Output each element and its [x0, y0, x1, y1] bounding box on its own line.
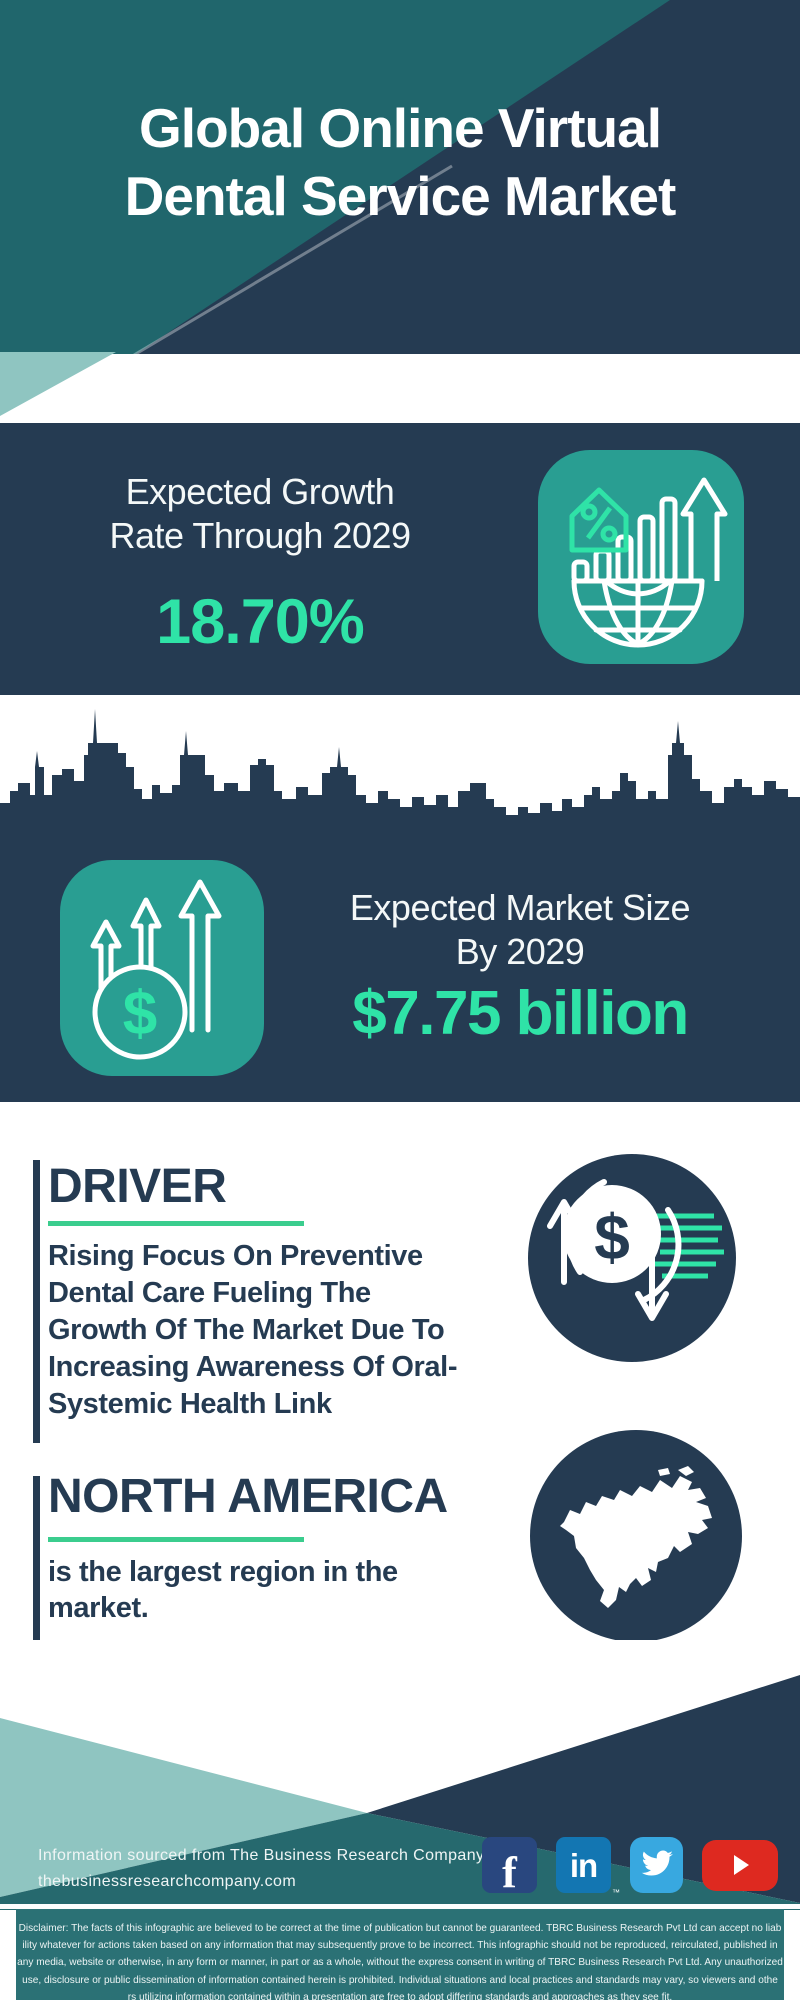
market-size-icon-tile: $: [60, 860, 264, 1076]
linkedin-tm-mark: ™: [612, 1888, 620, 1897]
driver-icon-badge: $: [528, 1154, 736, 1362]
driver-body-line: Systemic Health Link: [48, 1388, 332, 1420]
growth-rate-section: Expected Growth Rate Through 2029 18.70%: [0, 423, 800, 695]
driver-body: Rising Focus On Preventive Dental Care F…: [48, 1238, 528, 1423]
disclaimer-line: rs utilizing information contained withi…: [127, 1990, 673, 2000]
region-body-line: is the largest region in the: [48, 1556, 398, 1588]
market-heading-line2: By 2029: [455, 931, 585, 972]
driver-body-line: Rising Focus On Preventive: [48, 1240, 423, 1272]
growth-heading-line1: Expected Growth: [125, 471, 395, 512]
svg-text:$: $: [594, 1201, 630, 1273]
north-america-map-icon: [560, 1466, 712, 1608]
page-title-line1: Global Online Virtual: [139, 97, 662, 159]
youtube-play-icon: [734, 1855, 749, 1875]
disclaimer-line: ility whatever for actions taken based o…: [22, 1939, 778, 1952]
driver-body-line: Increasing Awareness Of Oral-: [48, 1351, 458, 1383]
page-title: Global Online Virtual Dental Service Mar…: [0, 94, 800, 230]
region-body: is the largest region in the market.: [48, 1554, 528, 1626]
market-heading-line1: Expected Market Size: [349, 887, 691, 928]
source-company-text: Information sourced from The Business Re…: [38, 1847, 485, 1864]
facebook-icon[interactable]: f: [482, 1837, 537, 1897]
hero-background-shapes: [0, 0, 800, 423]
twitter-bird-icon: [641, 1850, 673, 1876]
footer-background-shapes: [0, 1640, 800, 1910]
rising-arrows-dollar-icon: $: [90, 879, 222, 1060]
social-icons-row: f in ™: [482, 1836, 778, 1897]
facebook-f-glyph: f: [502, 1847, 517, 1897]
growth-rate-heading: Expected Growth Rate Through 2029: [30, 470, 490, 558]
svg-text:$: $: [123, 980, 157, 1049]
region-body-line: market.: [48, 1592, 149, 1624]
linkedin-icon[interactable]: in ™: [556, 1837, 620, 1897]
region-accent-bar: [33, 1476, 40, 1666]
city-skyline-silhouette: [0, 709, 800, 860]
youtube-icon[interactable]: [702, 1839, 778, 1891]
region-underline: [48, 1537, 304, 1542]
driver-underline: [48, 1221, 304, 1226]
page-title-line2: Dental Service Market: [124, 165, 677, 227]
driver-body-line: Dental Care Fueling The: [48, 1277, 371, 1309]
dollar-exchange-icon: $: [547, 1179, 724, 1321]
footer-separator-line: [0, 1904, 800, 1909]
disclaimer-line: Disclaimer: The facts of this infographi…: [18, 1922, 782, 1934]
growth-rate-value: 18.70%: [156, 587, 365, 657]
twitter-icon[interactable]: [630, 1837, 683, 1893]
hero-section: Global Online Virtual Dental Service Mar…: [0, 0, 800, 423]
source-attribution: Information sourced from The Business Re…: [38, 1843, 484, 1895]
region-icon-badge: [530, 1430, 742, 1642]
linkedin-in-glyph: in: [569, 1847, 598, 1884]
driver-body-line: Growth Of The Market Due To: [48, 1314, 445, 1346]
market-size-section: $ Expected Market Size By 2029 $7.75 bil…: [0, 852, 800, 1102]
driver-title: DRIVER: [48, 1160, 227, 1213]
disclaimer-band: Disclaimer: The facts of this infographi…: [16, 1909, 784, 2000]
market-size-heading: Expected Market Size By 2029: [270, 886, 770, 974]
region-title: NORTH AMERICA: [48, 1470, 448, 1523]
source-website-link[interactable]: thebusinessresearchcompany.com: [38, 1873, 297, 1890]
growth-heading-line2: Rate Through 2029: [109, 515, 411, 556]
growth-icon-tile: [538, 450, 744, 664]
driver-accent-bar: [33, 1160, 40, 1443]
disclaimer-line: use, disclosure or public dissemination …: [22, 1973, 778, 1986]
market-size-value: $7.75 billion: [352, 979, 689, 1048]
globe-bar-chart-growth-icon: [569, 477, 728, 648]
disclaimer-line: any media, website or otherwise, in any …: [17, 1956, 783, 1969]
